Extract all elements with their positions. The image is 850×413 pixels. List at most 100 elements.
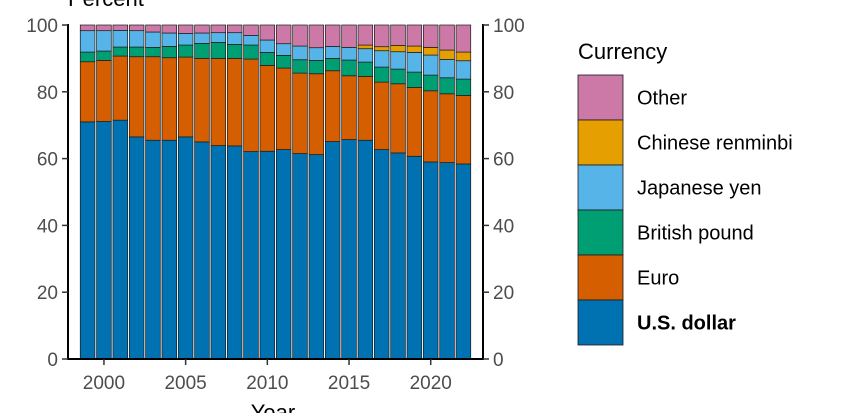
bar-2007-japanese-yen <box>210 32 227 43</box>
bar-2008-u-s-dollar <box>226 145 243 360</box>
bar-2022-british-pound <box>455 78 472 96</box>
bar-2003-british-pound <box>145 47 161 58</box>
legend: Currency Other Chinese renminbi Japanese y… <box>577 39 793 346</box>
bar-2019-british-pound <box>406 71 423 88</box>
bar-2016-other <box>357 24 374 46</box>
bar-2005-euro <box>177 56 194 138</box>
bar-2001-british-pound <box>112 46 128 57</box>
bar-2005-u-s-dollar <box>177 136 194 360</box>
bar-2006-british-pound <box>194 43 210 59</box>
y-tick-label-left: 60 <box>37 150 58 171</box>
y-tick-label-right: 40 <box>493 216 514 237</box>
bar-2016-euro <box>357 76 374 141</box>
bar-2010-euro <box>259 65 276 152</box>
bar-2011-british-pound <box>275 55 292 69</box>
bar-2018-japanese-yen <box>390 51 406 70</box>
bar-2016-japanese-yen <box>357 48 374 63</box>
bar-2001-other <box>112 24 128 31</box>
bar-2012-other <box>292 24 308 47</box>
bar-2001-euro <box>112 55 128 121</box>
bar-2008-british-pound <box>226 44 243 59</box>
bar-2013-euro <box>308 73 325 155</box>
bar-2005-british-pound <box>177 44 194 58</box>
bar-2002-other <box>128 24 145 32</box>
bar-2014-british-pound <box>324 58 341 72</box>
bar-2006-euro <box>194 58 210 143</box>
legend-label-other: Other <box>637 88 687 110</box>
bar-2005-other <box>177 24 194 34</box>
bar-2006-u-s-dollar <box>194 141 210 360</box>
x-tick-label: 2005 <box>164 373 206 394</box>
bar-2009-u-s-dollar <box>243 151 259 360</box>
y-tick-label-left: 0 <box>47 350 58 371</box>
bar-2000-euro <box>96 60 112 122</box>
bar-2013-british-pound <box>308 60 325 75</box>
bar-2003-euro <box>145 56 161 141</box>
legend-label-euro: Euro <box>637 268 679 290</box>
bar-2020-other <box>423 24 439 48</box>
bar-2009-british-pound <box>243 44 259 60</box>
bar-1999-euro <box>79 61 96 123</box>
bar-2005-japanese-yen <box>177 32 194 46</box>
bar-2002-british-pound <box>128 46 145 58</box>
bar-2012-euro <box>292 72 308 154</box>
bar-2015-u-s-dollar <box>341 139 357 360</box>
bar-2014-euro <box>324 70 341 142</box>
bar-2000-japanese-yen <box>96 30 112 52</box>
bar-2011-u-s-dollar <box>275 149 292 360</box>
bar-2020-japanese-yen <box>423 54 439 76</box>
bar-2018-u-s-dollar <box>390 152 406 360</box>
bar-2009-japanese-yen <box>243 35 259 46</box>
x-tick-label: 2020 <box>410 373 452 394</box>
bar-2001-u-s-dollar <box>112 119 128 360</box>
bar-2016-chinese-renminbi <box>357 44 374 50</box>
y-tick-label-right: 80 <box>493 83 514 104</box>
bar-2015-euro <box>341 75 357 140</box>
bar-1999-u-s-dollar <box>79 121 96 360</box>
x-axis-title: Year <box>251 400 295 413</box>
y-tick-label-left: 20 <box>37 283 58 304</box>
bar-2018-british-pound <box>390 68 406 85</box>
bar-2020-euro <box>423 90 439 163</box>
bar-2012-british-pound <box>292 59 308 74</box>
bar-2020-chinese-renminbi <box>423 47 439 56</box>
y-tick-label-right: 0 <box>493 350 504 371</box>
bar-2020-british-pound <box>423 74 439 92</box>
y-tick-label-right: 100 <box>493 16 525 37</box>
bar-2009-other <box>243 24 259 36</box>
bar-2002-u-s-dollar <box>128 136 145 360</box>
y-tick-label-left: 40 <box>37 216 58 237</box>
legend-key-u-s-dollar <box>577 299 624 346</box>
bar-2003-other <box>145 24 161 33</box>
bar-2002-japanese-yen <box>128 30 145 48</box>
bar-2007-other <box>210 24 227 34</box>
bar-1999-british-pound <box>79 51 96 63</box>
bar-2006-other <box>194 24 210 34</box>
bar-2022-u-s-dollar <box>455 163 472 360</box>
x-tick-label: 2000 <box>83 373 125 394</box>
bar-2021-chinese-renminbi <box>439 49 455 60</box>
legend-key-japanese-yen <box>577 164 624 211</box>
legend-label-japanese-yen: Japanese yen <box>637 178 762 200</box>
bar-2011-euro <box>275 67 292 150</box>
bar-2018-euro <box>390 83 406 154</box>
bar-2003-u-s-dollar <box>145 139 161 360</box>
legend-key-other <box>577 74 624 121</box>
bar-2013-u-s-dollar <box>308 154 325 360</box>
legend-label-u-s-dollar: U.S. dollar <box>637 313 736 335</box>
bar-2010-other <box>259 24 276 41</box>
x-tick-label: 2015 <box>328 373 370 394</box>
legend-label-chinese-renminbi: Chinese renminbi <box>637 133 793 155</box>
bar-2007-u-s-dollar <box>210 145 227 360</box>
bar-2017-japanese-yen <box>374 50 390 68</box>
legend-key-british-pound <box>577 209 624 256</box>
bar-2011-other <box>275 24 292 45</box>
legend-title: Currency <box>578 39 667 64</box>
bar-2015-british-pound <box>341 59 357 77</box>
bars <box>79 24 472 360</box>
bar-2004-japanese-yen <box>161 32 177 47</box>
bar-2022-euro <box>455 95 472 165</box>
bar-2019-other <box>406 24 423 47</box>
bar-2000-british-pound <box>96 50 112 61</box>
